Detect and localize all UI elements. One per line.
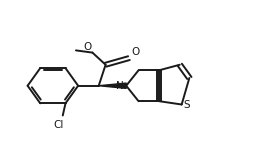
- Text: S: S: [184, 100, 190, 110]
- Polygon shape: [99, 83, 126, 88]
- Text: Cl: Cl: [54, 120, 64, 130]
- Text: O: O: [131, 47, 139, 57]
- Text: O: O: [83, 42, 91, 52]
- Text: N: N: [116, 81, 124, 91]
